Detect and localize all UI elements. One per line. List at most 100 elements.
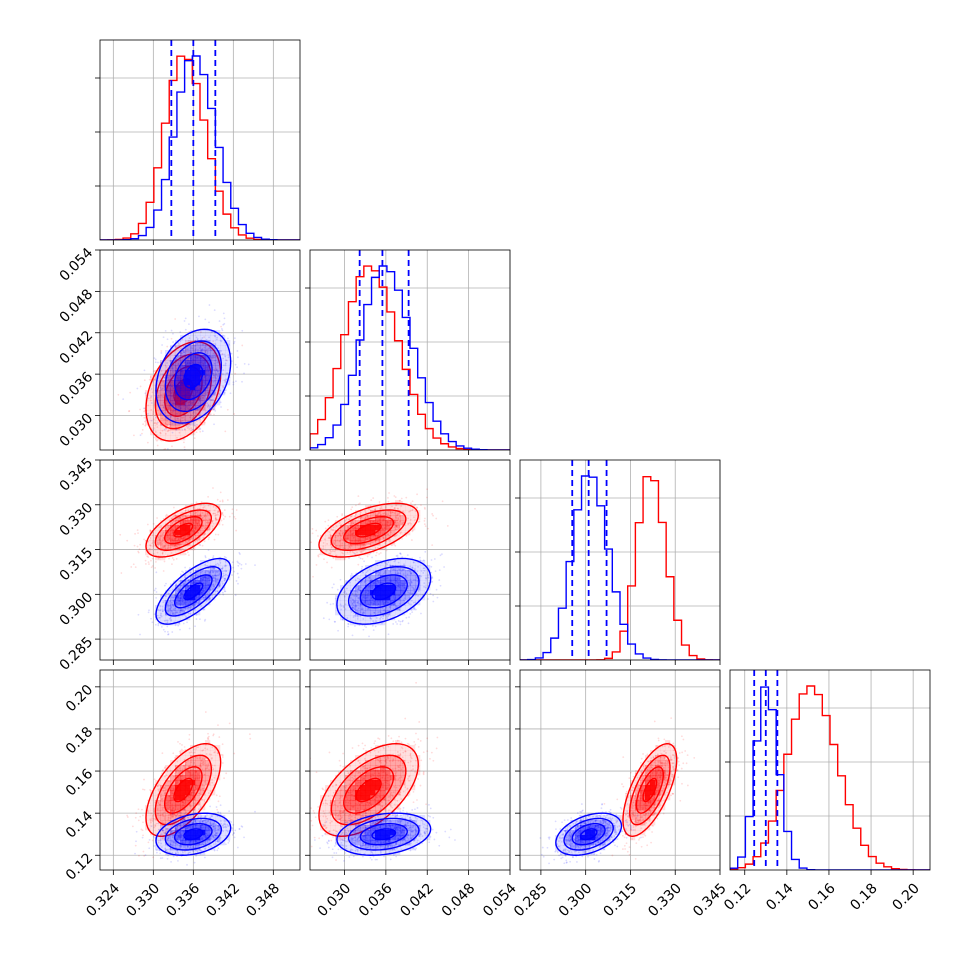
density-cell bbox=[225, 560, 231, 566]
sample-point bbox=[156, 517, 158, 519]
density-cell bbox=[205, 345, 211, 351]
sample-point bbox=[348, 581, 351, 584]
density-cell bbox=[170, 585, 176, 591]
density-cell bbox=[335, 535, 341, 541]
sample-point bbox=[161, 552, 164, 555]
sample-point bbox=[341, 544, 344, 547]
sample-point bbox=[413, 578, 415, 581]
sample-point bbox=[183, 583, 186, 585]
sample-point bbox=[187, 606, 190, 609]
sample-point bbox=[395, 525, 397, 528]
sample-point bbox=[375, 551, 378, 554]
sample-point bbox=[334, 597, 337, 600]
sample-point bbox=[398, 521, 401, 523]
sample-point bbox=[415, 506, 418, 509]
sample-point bbox=[173, 609, 176, 612]
sample-point bbox=[432, 514, 434, 517]
sample-point bbox=[147, 556, 150, 558]
sample-point bbox=[170, 367, 173, 370]
sample-point bbox=[223, 379, 226, 382]
sample-point bbox=[205, 525, 208, 527]
sample-point bbox=[173, 513, 176, 516]
sample-point bbox=[204, 618, 207, 621]
sample-point bbox=[172, 558, 175, 561]
sample-point bbox=[214, 405, 217, 407]
sample-point bbox=[223, 579, 226, 582]
sample-point bbox=[327, 524, 330, 527]
sample-point bbox=[203, 395, 206, 398]
density-cell bbox=[210, 360, 216, 366]
sample-point bbox=[418, 520, 421, 523]
sample-point bbox=[204, 351, 207, 354]
sample-point bbox=[363, 560, 365, 563]
density-cell bbox=[200, 510, 206, 516]
sample-point bbox=[342, 532, 344, 535]
density-cell bbox=[195, 345, 201, 351]
density-cell bbox=[215, 375, 221, 381]
sample-point bbox=[391, 511, 394, 514]
sample-point bbox=[389, 564, 391, 567]
density-cell bbox=[410, 520, 416, 526]
sample-point bbox=[173, 596, 176, 599]
density-cell bbox=[210, 525, 216, 531]
density-cell bbox=[165, 620, 171, 626]
sample-point bbox=[170, 551, 173, 554]
sample-point bbox=[158, 396, 161, 398]
sample-point bbox=[352, 616, 355, 618]
sample-point bbox=[171, 610, 173, 613]
sample-point bbox=[353, 614, 356, 617]
sample-point bbox=[174, 366, 177, 369]
sample-point bbox=[345, 518, 348, 520]
density-cell bbox=[150, 420, 156, 426]
sample-point bbox=[146, 419, 148, 422]
sample-point bbox=[203, 346, 206, 349]
sample-point bbox=[172, 604, 175, 606]
density-cell bbox=[180, 525, 186, 531]
sample-point bbox=[178, 517, 181, 520]
sample-point bbox=[375, 554, 377, 557]
sample-point bbox=[389, 606, 392, 609]
sample-point bbox=[328, 537, 331, 540]
sample-point bbox=[210, 356, 213, 359]
sample-point bbox=[223, 574, 225, 577]
sample-point bbox=[179, 418, 182, 421]
sample-point bbox=[350, 515, 352, 518]
sample-point bbox=[165, 595, 168, 598]
sample-point bbox=[386, 515, 389, 517]
sample-point bbox=[360, 608, 363, 610]
density-cell bbox=[185, 390, 191, 396]
density-cell bbox=[365, 510, 371, 516]
sample-point bbox=[161, 608, 164, 611]
sample-point bbox=[209, 405, 211, 408]
density-cell bbox=[150, 390, 156, 396]
sample-point bbox=[384, 540, 387, 543]
sample-point bbox=[217, 578, 219, 581]
sample-point bbox=[195, 426, 198, 428]
sample-point bbox=[241, 380, 243, 383]
sample-point bbox=[225, 378, 227, 381]
sample-point bbox=[201, 516, 204, 519]
density-cell bbox=[335, 545, 341, 551]
sample-point bbox=[180, 355, 183, 358]
sample-point bbox=[221, 329, 224, 332]
sample-point bbox=[223, 364, 225, 367]
sample-point bbox=[361, 550, 364, 553]
panel-content bbox=[100, 40, 300, 240]
density-cell bbox=[195, 525, 201, 531]
sample-point bbox=[317, 554, 320, 557]
sample-point bbox=[166, 524, 169, 527]
density-cell bbox=[185, 410, 191, 416]
sample-point bbox=[151, 565, 154, 567]
sample-point bbox=[220, 406, 222, 408]
sample-point bbox=[184, 404, 186, 407]
sample-point bbox=[164, 402, 167, 404]
sample-point bbox=[212, 512, 215, 515]
sample-point bbox=[350, 610, 353, 613]
sample-point bbox=[187, 339, 190, 342]
sample-point bbox=[433, 558, 436, 560]
density-cell bbox=[170, 435, 176, 441]
sample-point bbox=[377, 611, 380, 614]
sample-point bbox=[344, 547, 346, 550]
density-cell bbox=[155, 390, 161, 396]
sample-point bbox=[361, 565, 364, 568]
